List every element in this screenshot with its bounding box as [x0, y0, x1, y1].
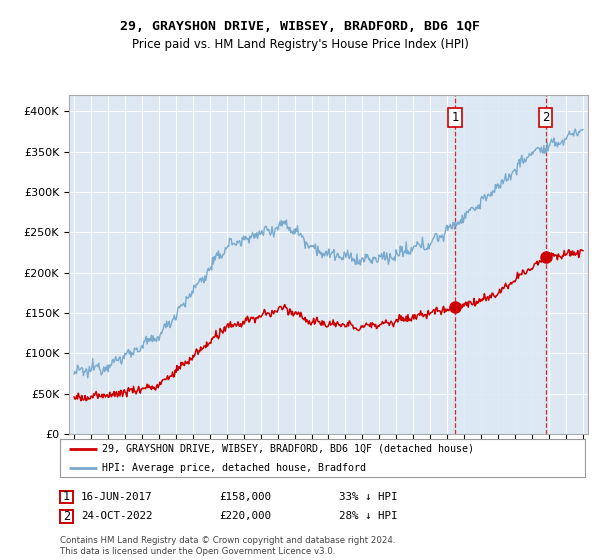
- Text: £220,000: £220,000: [219, 511, 271, 521]
- Text: 2: 2: [63, 510, 70, 523]
- Text: 2: 2: [542, 111, 550, 124]
- Text: 24-OCT-2022: 24-OCT-2022: [81, 511, 152, 521]
- Text: £158,000: £158,000: [219, 492, 271, 502]
- Text: Contains HM Land Registry data © Crown copyright and database right 2024.
This d: Contains HM Land Registry data © Crown c…: [60, 536, 395, 556]
- Text: 1: 1: [63, 491, 70, 503]
- Text: Price paid vs. HM Land Registry's House Price Index (HPI): Price paid vs. HM Land Registry's House …: [131, 38, 469, 51]
- Text: 29, GRAYSHON DRIVE, WIBSEY, BRADFORD, BD6 1QF: 29, GRAYSHON DRIVE, WIBSEY, BRADFORD, BD…: [120, 20, 480, 32]
- Text: 16-JUN-2017: 16-JUN-2017: [81, 492, 152, 502]
- Text: 33% ↓ HPI: 33% ↓ HPI: [339, 492, 397, 502]
- Text: 29, GRAYSHON DRIVE, WIBSEY, BRADFORD, BD6 1QF (detached house): 29, GRAYSHON DRIVE, WIBSEY, BRADFORD, BD…: [102, 444, 474, 454]
- Text: 28% ↓ HPI: 28% ↓ HPI: [339, 511, 397, 521]
- Bar: [455, 95, 546, 434]
- Text: HPI: Average price, detached house, Bradford: HPI: Average price, detached house, Brad…: [102, 463, 366, 473]
- Text: 1: 1: [451, 111, 459, 124]
